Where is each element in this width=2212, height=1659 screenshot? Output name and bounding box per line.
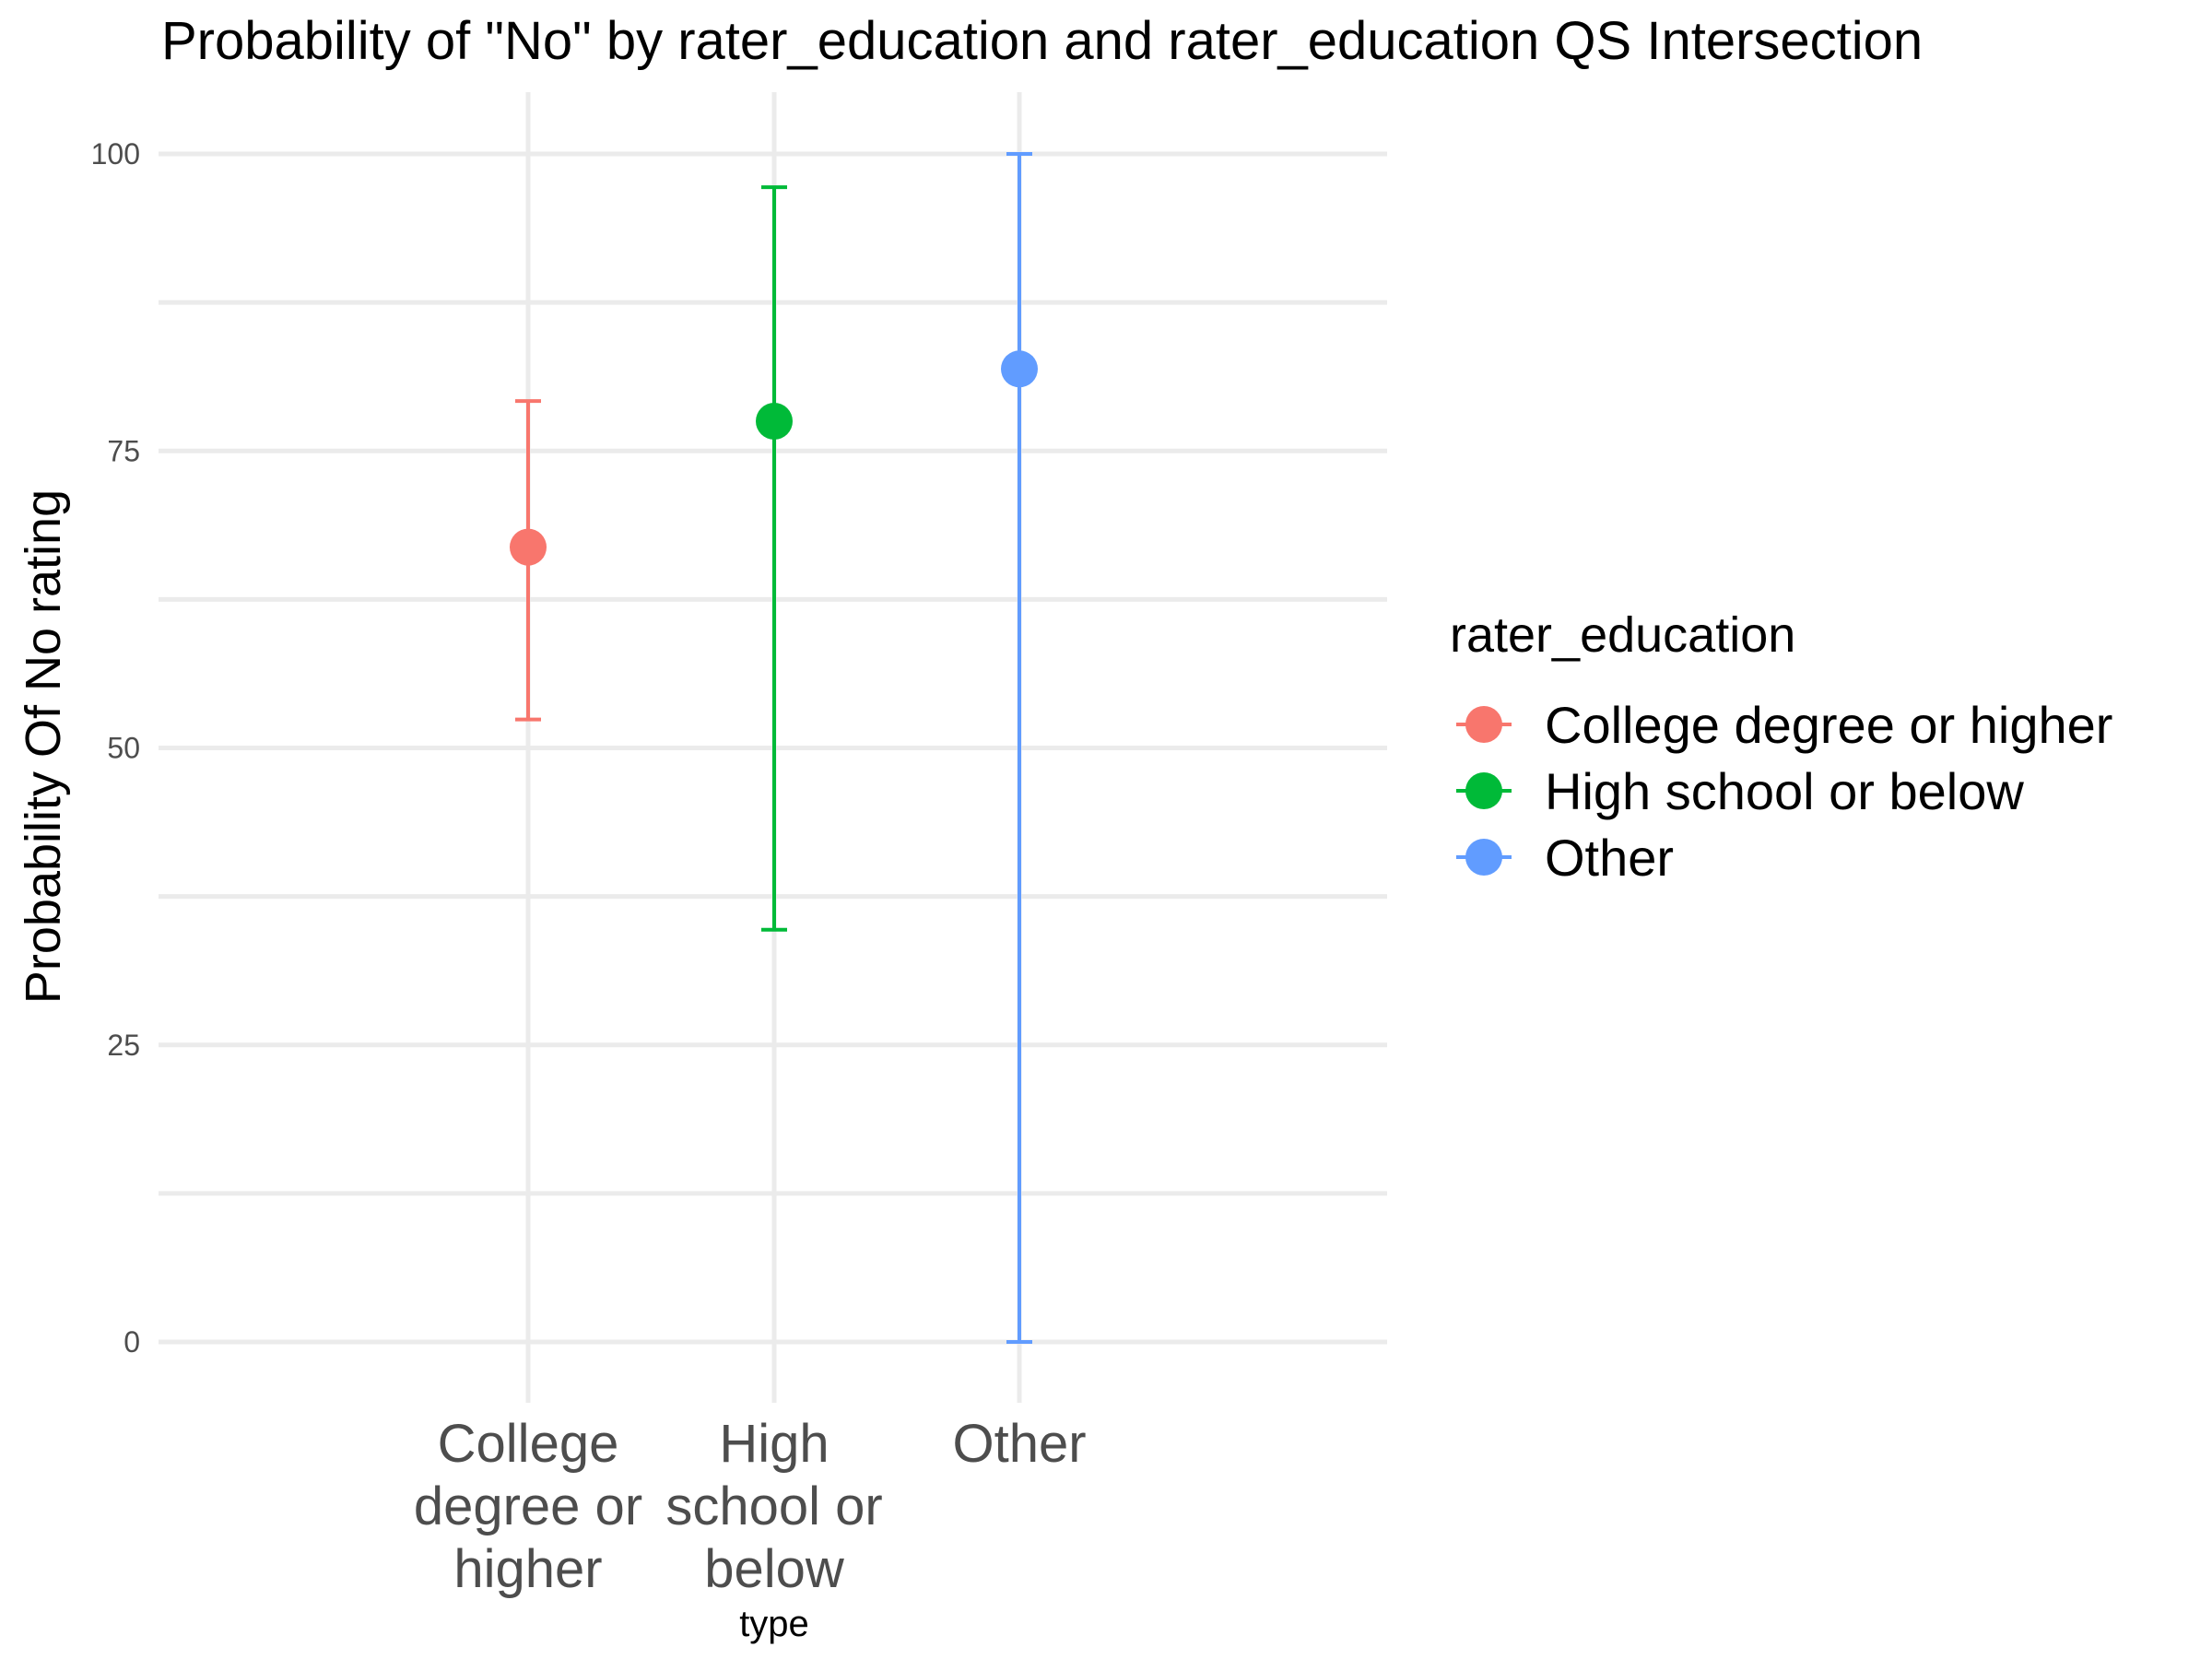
x-axis-title: type: [739, 1604, 809, 1644]
y-axis-title: Probability Of No rating: [16, 489, 71, 1004]
y-tick-label: 50: [107, 732, 140, 765]
legend-label: High school or below: [1545, 762, 2024, 820]
series-1: [756, 185, 793, 932]
legend-item: Other: [1456, 829, 1674, 887]
y-axis-ticks: 0 25 50 75 100: [91, 137, 140, 1359]
legend-item: High school or below: [1456, 762, 2024, 820]
legend-label: College degree or higher: [1545, 696, 2112, 754]
data-point: [510, 528, 547, 566]
legend-key-point: [1465, 706, 1502, 743]
legend-label: Other: [1545, 829, 1674, 887]
x-tick-label: High school or below: [665, 1414, 882, 1599]
data-point: [756, 403, 793, 441]
legend-title: rater_education: [1450, 607, 1795, 663]
y-tick-label: 25: [107, 1029, 140, 1062]
series-0: [510, 399, 547, 722]
x-tick-label: Other: [952, 1414, 1086, 1474]
legend-key-point: [1465, 839, 1502, 876]
data-point: [1001, 350, 1038, 388]
chart-title: Probability of "No" by rater_education a…: [161, 11, 1923, 71]
x-tick-label: College degree or higher: [414, 1414, 642, 1599]
legend-key-point: [1465, 772, 1502, 809]
legend: rater_education College degree or higher…: [1450, 607, 2112, 887]
y-tick-label: 100: [91, 137, 140, 171]
data-layer: [510, 152, 1038, 1344]
legend-item: College degree or higher: [1456, 696, 2112, 754]
y-tick-label: 75: [107, 434, 140, 467]
series-2: [1001, 152, 1038, 1344]
y-tick-label: 0: [124, 1325, 140, 1359]
